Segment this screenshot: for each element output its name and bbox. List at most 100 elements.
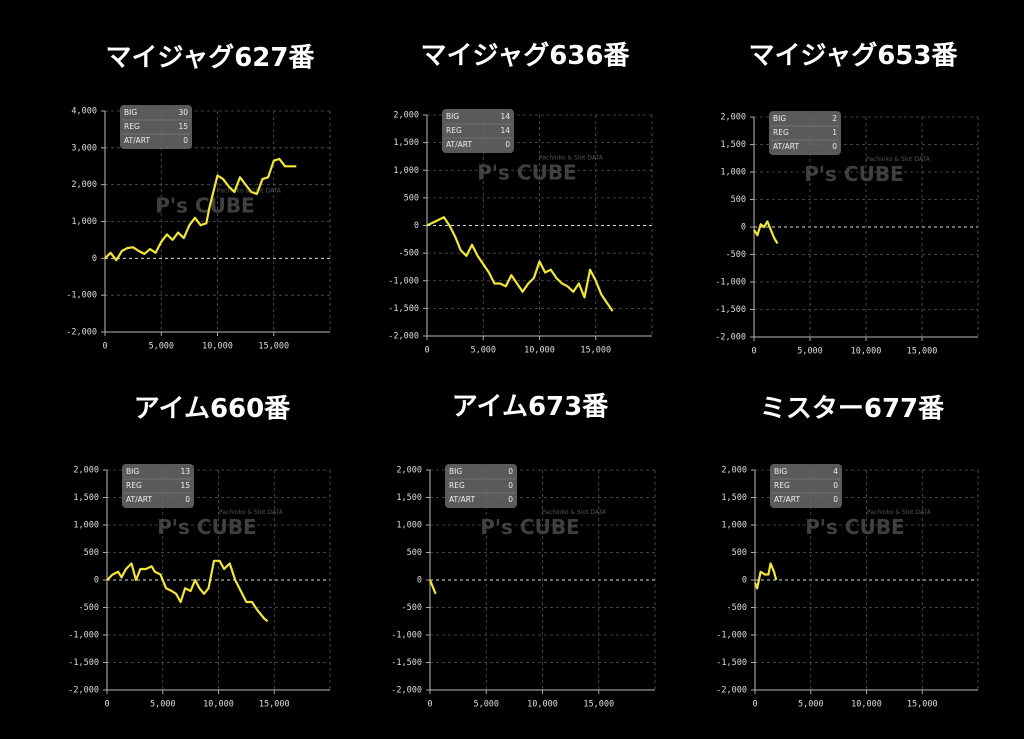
watermark: P's CUBE (804, 162, 903, 186)
x-tick-label: 10,000 (527, 700, 558, 710)
y-tick-label: 500 (732, 548, 747, 558)
x-tick-label: 0 (424, 346, 429, 356)
y-tick-label: -2,000 (68, 686, 99, 696)
stats-box (120, 105, 192, 149)
stat-label: AT/ART (773, 142, 799, 151)
stat-value: 30 (178, 108, 188, 117)
chart-title: アイム660番 (134, 394, 291, 424)
stat-label: BIG (773, 114, 786, 123)
stat-value: 0 (832, 142, 837, 151)
x-tick-label: 15,000 (583, 700, 614, 710)
y-tick-label: -1,000 (388, 276, 419, 286)
stat-label: REG (773, 128, 789, 137)
stat-label: BIG (774, 467, 787, 476)
y-tick-label: 1,500 (393, 138, 419, 148)
x-tick-label: 5,000 (797, 347, 823, 357)
y-tick-label: -1,500 (391, 658, 422, 668)
y-tick-label: -2,000 (715, 333, 746, 343)
y-tick-label: 1,500 (720, 140, 746, 150)
stat-label: AT/ART (124, 136, 150, 145)
y-tick-label: -1,500 (716, 658, 747, 668)
chart-title: マイジャグ636番 (421, 41, 631, 71)
y-tick-label: 1,500 (396, 493, 422, 503)
watermark: P's CUBE (477, 161, 576, 185)
y-tick-label: -2,000 (716, 686, 747, 696)
watermark-sub: Pachinko & Slot DATA (539, 155, 604, 162)
chart-title: マイジャグ653番 (749, 41, 959, 71)
y-tick-label: 0 (742, 576, 747, 586)
stat-label: AT/ART (126, 495, 152, 504)
data-line (753, 562, 778, 590)
y-tick-label: 1,000 (720, 168, 746, 178)
x-tick-label: 10,000 (851, 700, 882, 710)
y-tick-label: -500 (727, 603, 747, 613)
stat-label: BIG (449, 467, 462, 476)
stat-value: 0 (833, 481, 838, 490)
x-tick-label: 10,000 (851, 347, 882, 357)
y-tick-label: -2,000 (66, 328, 97, 338)
y-tick-label: -1,000 (391, 631, 422, 641)
watermark-sub: Pachinko & Slot DATA (866, 156, 931, 163)
y-tick-label: 2,000 (393, 111, 419, 121)
stat-label: BIG (446, 112, 459, 121)
watermark-sub: Pachinko & Slot DATA (542, 509, 607, 516)
x-tick-label: 0 (104, 700, 109, 710)
y-tick-label: -500 (79, 603, 99, 613)
y-tick-label: 2,000 (396, 466, 422, 476)
data-line (753, 220, 779, 245)
y-tick-label: -1,000 (715, 278, 746, 288)
y-tick-label: -1,000 (716, 631, 747, 641)
y-tick-label: 4,000 (71, 107, 97, 117)
y-tick-label: 1,000 (71, 217, 97, 227)
stat-value: 0 (505, 140, 510, 149)
stat-label: BIG (124, 108, 137, 117)
stat-value: 0 (183, 136, 188, 145)
x-tick-label: 5,000 (798, 700, 824, 710)
x-tick-label: 10,000 (203, 700, 234, 710)
stat-value: 2 (832, 114, 837, 123)
x-tick-label: 15,000 (259, 700, 290, 710)
y-tick-label: 0 (417, 576, 422, 586)
y-tick-label: -1,500 (388, 304, 419, 314)
x-tick-label: 0 (752, 700, 757, 710)
x-tick-label: 5,000 (470, 346, 496, 356)
y-tick-label: 2,000 (71, 180, 97, 190)
stats-box (442, 109, 514, 153)
chart-title: ミスター677番 (760, 394, 945, 424)
y-tick-label: -1,000 (68, 631, 99, 641)
x-tick-label: 15,000 (258, 342, 289, 352)
y-tick-label: 0 (92, 254, 97, 264)
stats-box (122, 464, 194, 508)
stat-value: 1 (832, 128, 837, 137)
y-tick-label: 2,000 (73, 466, 99, 476)
y-tick-label: 1,000 (721, 521, 747, 531)
stat-value: 0 (508, 467, 513, 476)
stat-value: 14 (500, 126, 510, 135)
data-line (426, 216, 614, 312)
y-tick-label: -1,500 (715, 305, 746, 315)
x-tick-label: 0 (427, 700, 432, 710)
stat-label: AT/ART (446, 140, 472, 149)
data-line (104, 157, 297, 262)
stat-label: AT/ART (774, 495, 800, 504)
y-tick-label: 500 (404, 193, 419, 203)
y-tick-label: 0 (741, 223, 746, 233)
x-tick-label: 5,000 (473, 700, 499, 710)
y-tick-label: 500 (84, 548, 99, 558)
watermark: P's CUBE (157, 515, 256, 539)
watermark: P's CUBE (480, 515, 579, 539)
chart-title: マイジャグ627番 (106, 43, 316, 73)
y-tick-label: -1,000 (66, 291, 97, 301)
y-tick-label: -2,000 (391, 686, 422, 696)
x-tick-label: 0 (751, 347, 756, 357)
stats-box (769, 111, 841, 155)
x-tick-label: 15,000 (580, 346, 611, 356)
y-tick-label: -500 (399, 249, 419, 259)
stat-value: 0 (833, 495, 838, 504)
x-tick-label: 10,000 (524, 346, 555, 356)
x-tick-label: 15,000 (907, 347, 938, 357)
